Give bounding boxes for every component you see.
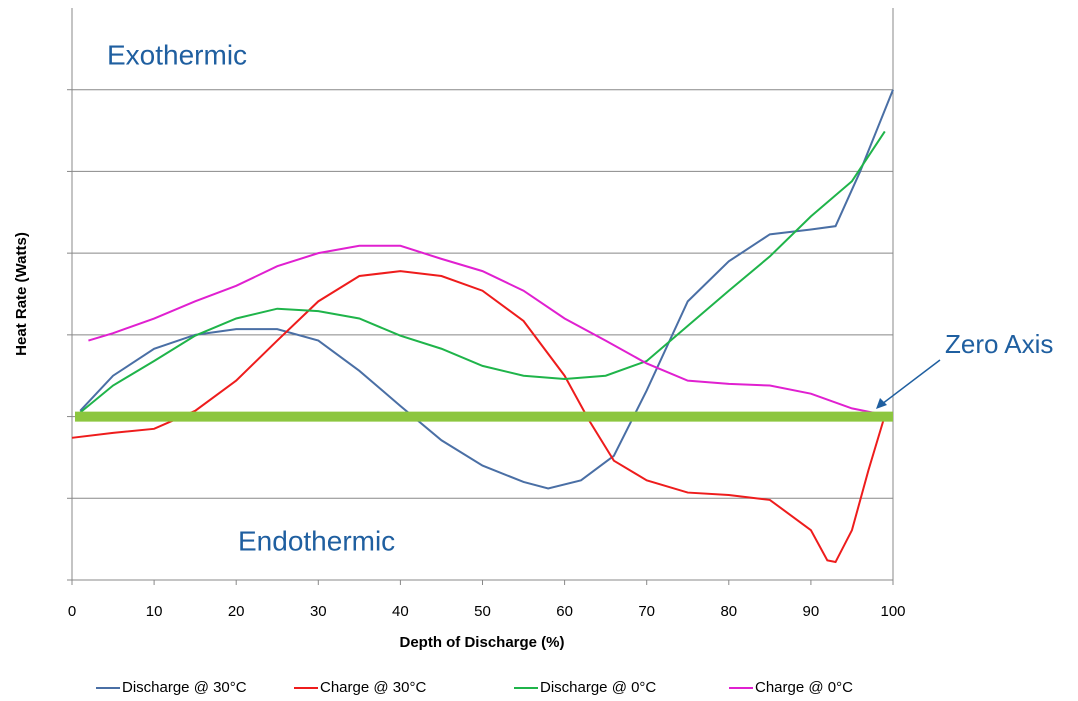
x-tick-label: 0	[68, 603, 76, 620]
x-tick-label: 80	[720, 603, 737, 620]
x-tick-label: 60	[556, 603, 573, 620]
legend-label: Charge @ 30°C	[320, 679, 426, 696]
arrow-head	[876, 398, 887, 409]
data-line	[79, 130, 886, 414]
x-tick-label: 100	[880, 603, 905, 620]
annotation: Zero Axis	[945, 329, 1053, 359]
data-line	[79, 89, 894, 490]
annotation: Exothermic	[107, 39, 247, 70]
legend-label: Discharge @ 30°C	[122, 679, 247, 696]
x-tick-label: 90	[803, 603, 820, 620]
x-axis-label: Depth of Discharge (%)	[399, 634, 564, 651]
x-tick-label: 10	[146, 603, 163, 620]
x-tick-label: 30	[310, 603, 327, 620]
annotation: Endothermic	[238, 525, 395, 556]
annotation-arrow	[877, 359, 941, 408]
x-tick-label: 40	[392, 603, 409, 620]
x-tick-label: 20	[228, 603, 245, 620]
data-line	[88, 244, 877, 415]
x-tick-label: 70	[638, 603, 655, 620]
x-tick-label: 50	[474, 603, 491, 620]
data-line	[71, 270, 886, 564]
legend-label: Charge @ 0°C	[755, 679, 853, 696]
y-axis-label: Heat Rate (Watts)	[13, 232, 30, 356]
legend-label: Discharge @ 0°C	[540, 679, 656, 696]
